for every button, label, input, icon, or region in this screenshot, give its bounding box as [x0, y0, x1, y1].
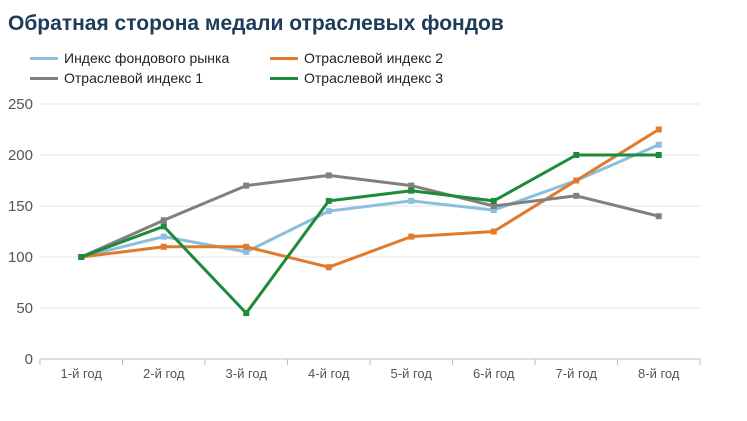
- legend-item-sector-index-1: Отраслевой индекс 1: [30, 70, 203, 86]
- data-point: [408, 197, 415, 204]
- data-point: [655, 213, 662, 220]
- y-tick-label: 50: [16, 300, 33, 317]
- data-point: [243, 310, 250, 317]
- data-point: [408, 187, 415, 194]
- y-tick-label: 150: [8, 198, 33, 215]
- legend-label-sector-index-2: Отраслевой индекс 2: [304, 50, 444, 66]
- data-point: [325, 264, 332, 271]
- data-point: [325, 172, 332, 179]
- y-tick-label: 100: [8, 249, 33, 266]
- x-tick-label: 5-й год: [391, 366, 433, 381]
- series-line-2: [81, 128, 660, 269]
- chart-legend: Индекс фондового рынка Отраслевой индекс…: [0, 0, 747, 100]
- data-point: [160, 233, 167, 240]
- data-point: [573, 177, 580, 184]
- legend-item-sector-index-3: Отраслевой индекс 3: [270, 70, 443, 86]
- x-tick-label: 6-й год: [473, 366, 515, 381]
- chart-title: Обратная сторона медали отраслевых фондо…: [8, 12, 504, 35]
- x-tick-label: 2-й год: [143, 366, 185, 381]
- x-tick-label: 8-й год: [638, 366, 680, 381]
- data-point: [655, 152, 662, 158]
- data-point: [573, 152, 580, 158]
- series-line-3: [80, 173, 660, 259]
- data-point: [160, 243, 167, 250]
- data-point: [490, 228, 497, 235]
- x-tick-label: 1-й год: [61, 366, 103, 381]
- data-point: [490, 207, 497, 214]
- legend-swatch-sector-index-2: [270, 56, 298, 60]
- legend-item-stock-index: Индекс фондового рынка: [30, 50, 229, 66]
- legend-item-sector-index-2: Отраслевой индекс 2: [270, 50, 443, 66]
- data-point: [160, 217, 167, 224]
- legend-swatch-sector-index-3: [270, 76, 298, 80]
- legend-label-sector-index-1: Отраслевой индекс 1: [64, 70, 204, 86]
- legend-label-stock-index: Индекс фондового рынка: [64, 50, 230, 66]
- data-point: [655, 141, 662, 148]
- x-tick-label: 4-й год: [308, 366, 350, 381]
- data-point: [655, 126, 662, 133]
- y-tick-label: 200: [8, 147, 33, 164]
- y-tick-label: 250: [8, 96, 33, 113]
- legend-label-sector-index-3: Отраслевой индекс 3: [304, 70, 444, 86]
- x-tick-label: 7-й год: [556, 366, 598, 381]
- legend-swatch-stock-index: [30, 56, 58, 60]
- y-tick-label: 0: [25, 351, 33, 368]
- data-point: [243, 182, 250, 189]
- series-line-1: [80, 143, 660, 259]
- data-point: [573, 192, 580, 199]
- legend-swatch-sector-index-1: [30, 76, 58, 80]
- data-point: [325, 208, 332, 215]
- data-point: [408, 182, 415, 189]
- data-point: [325, 197, 332, 204]
- data-point: [490, 197, 497, 204]
- data-point: [160, 223, 167, 230]
- data-point: [490, 203, 497, 209]
- data-point: [243, 243, 250, 250]
- data-point: [243, 248, 250, 255]
- data-point: [78, 254, 85, 260]
- data-point: [408, 233, 415, 240]
- series-line-4: [80, 153, 659, 315]
- x-tick-label: 3-й год: [226, 366, 268, 381]
